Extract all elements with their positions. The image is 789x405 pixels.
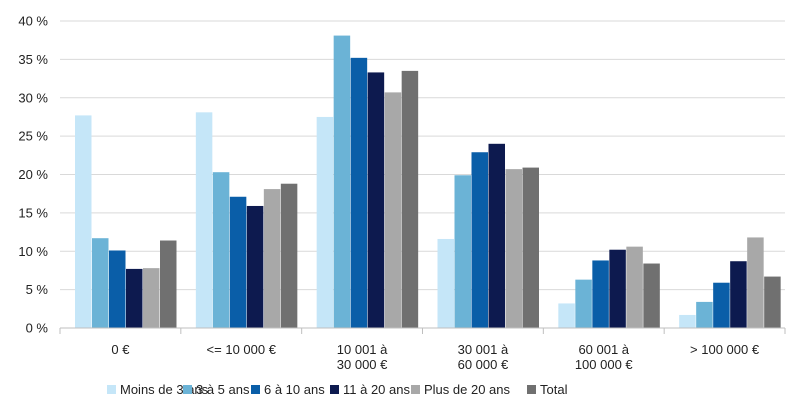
- y-tick-label: 15 %: [18, 205, 48, 220]
- bar: [367, 72, 385, 328]
- legend-swatch: [183, 385, 192, 394]
- bar: [126, 268, 143, 328]
- legend-swatch: [330, 385, 339, 394]
- gridlines: [60, 20, 785, 291]
- bar: [143, 268, 160, 328]
- bar: [764, 276, 781, 328]
- bar: [747, 237, 764, 328]
- y-tick-label: 0 %: [26, 321, 49, 336]
- x-tick-label: 0 €: [111, 342, 130, 357]
- bar: [679, 314, 696, 328]
- bar: [471, 152, 488, 328]
- y-tick-label: 35 %: [18, 52, 48, 67]
- bar: [316, 116, 334, 328]
- legend-label: 3 à 5 ans: [196, 382, 250, 397]
- legend-label: Total: [540, 382, 568, 397]
- y-axis-ticks: 0 % 5 % 10 % 15 % 20 % 25 % 30 % 35 % 40 %: [18, 14, 48, 336]
- bar: [488, 143, 505, 328]
- y-tick-label: 5 %: [26, 282, 49, 297]
- legend-entry: Moins de 3 ans: [107, 382, 209, 397]
- legend-entry: Total: [527, 382, 568, 397]
- x-tick-label: 30 001 à 60 000 €: [458, 342, 509, 372]
- legend-entry: 6 à 10 ans: [251, 382, 325, 397]
- y-tick-label: 10 %: [18, 244, 48, 259]
- bar: [696, 301, 713, 328]
- x-tick-label: 60 001 à 100 000 €: [575, 342, 634, 372]
- bar: [401, 70, 419, 328]
- y-tick-label: 20 %: [18, 167, 48, 182]
- bar: [384, 92, 402, 328]
- bar: [212, 172, 230, 328]
- bar: [643, 263, 660, 328]
- bar: [558, 303, 575, 328]
- bar: [263, 189, 281, 328]
- bar: [626, 246, 643, 328]
- y-tick-label: 25 %: [18, 129, 48, 144]
- x-axis-ticks: 0 € <= 10 000 € 10 001 à 30 000 € 30 001 à 60…: [111, 342, 759, 372]
- bar: [160, 240, 177, 328]
- bars: [75, 35, 781, 329]
- bar: [713, 282, 730, 328]
- bar: [575, 279, 592, 328]
- bar: [92, 238, 109, 328]
- bar: [280, 183, 298, 328]
- legend-label: 11 à 20 ans: [343, 382, 410, 397]
- bar: [350, 57, 368, 329]
- bar: [454, 175, 471, 328]
- x-tick-label: > 100 000 €: [690, 342, 760, 357]
- bar: [505, 169, 522, 328]
- legend-label: Plus de 20 ans: [424, 382, 511, 397]
- bar: [437, 238, 454, 328]
- bar: [229, 196, 247, 328]
- legend-label: 6 à 10 ans: [264, 382, 325, 397]
- legend-swatch: [107, 385, 116, 394]
- bar: [195, 112, 213, 329]
- y-tick-label: 30 %: [18, 90, 48, 105]
- bar: [246, 205, 264, 328]
- legend-swatch: [411, 385, 420, 394]
- bar: [75, 115, 92, 328]
- legend-entry: 11 à 20 ans: [330, 382, 410, 397]
- y-tick-label: 40 %: [18, 14, 48, 29]
- legend-swatch: [527, 385, 536, 394]
- legend-entry: Plus de 20 ans: [411, 382, 511, 397]
- bar: [333, 35, 351, 329]
- legend-swatch: [251, 385, 260, 394]
- bar: [592, 260, 609, 328]
- bar: [609, 249, 626, 328]
- legend-entry: 3 à 5 ans: [183, 382, 250, 397]
- x-tick-label: <= 10 000 €: [207, 342, 277, 357]
- bar: [730, 261, 747, 328]
- x-tick-label: 10 001 à 30 000 €: [337, 342, 388, 372]
- bar: [522, 167, 539, 328]
- x-axis: [59, 327, 786, 334]
- bar: [109, 250, 126, 328]
